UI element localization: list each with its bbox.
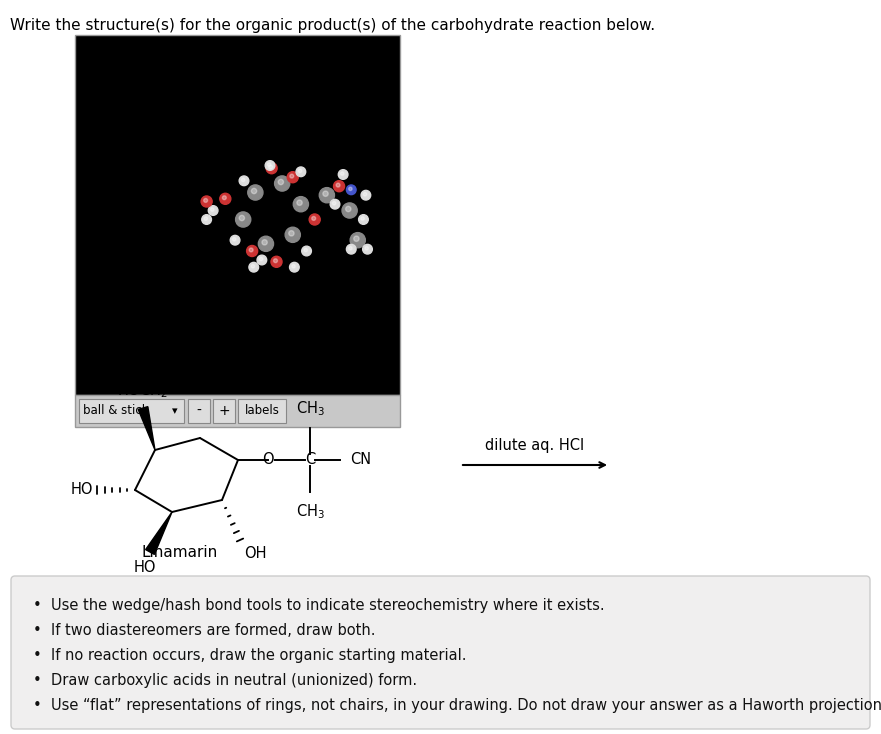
Circle shape	[297, 200, 302, 206]
Circle shape	[363, 244, 373, 254]
Circle shape	[211, 208, 214, 211]
Circle shape	[235, 212, 251, 227]
Circle shape	[359, 214, 368, 225]
Circle shape	[293, 197, 308, 212]
Circle shape	[258, 236, 273, 252]
Circle shape	[341, 172, 344, 175]
Circle shape	[266, 163, 278, 174]
Circle shape	[287, 172, 299, 183]
Circle shape	[233, 238, 236, 241]
Bar	[213, 399, 235, 423]
Circle shape	[248, 185, 263, 200]
Text: ball & stick: ball & stick	[83, 404, 149, 418]
Circle shape	[271, 256, 282, 267]
Text: CN: CN	[350, 452, 371, 468]
Text: C: C	[305, 452, 315, 468]
Circle shape	[365, 247, 368, 250]
Text: ▾: ▾	[172, 406, 178, 416]
Text: •  If no reaction occurs, draw the organic starting material.: • If no reaction occurs, draw the organi…	[33, 648, 467, 663]
Text: -: -	[196, 404, 202, 418]
Circle shape	[337, 184, 340, 187]
Circle shape	[299, 169, 301, 172]
Circle shape	[361, 190, 371, 200]
Circle shape	[322, 191, 329, 197]
Circle shape	[247, 245, 257, 256]
Text: OH: OH	[244, 546, 266, 561]
Text: •  If two diastereomers are formed, draw both.: • If two diastereomers are formed, draw …	[33, 623, 375, 638]
Polygon shape	[138, 407, 155, 450]
Circle shape	[202, 214, 211, 225]
Circle shape	[219, 193, 231, 204]
Bar	[75, 35, 400, 395]
Bar	[188, 399, 210, 423]
Circle shape	[262, 239, 267, 245]
Circle shape	[241, 178, 245, 181]
Text: +: +	[218, 404, 230, 418]
Circle shape	[259, 258, 263, 261]
Circle shape	[249, 262, 259, 272]
Circle shape	[268, 163, 270, 167]
Text: CH$_3$: CH$_3$	[295, 399, 324, 418]
Circle shape	[330, 200, 340, 209]
Circle shape	[275, 176, 290, 191]
Text: O: O	[263, 452, 274, 468]
Bar	[75, 395, 400, 427]
Text: Write the structure(s) for the organic product(s) of the carbohydrate reaction b: Write the structure(s) for the organic p…	[10, 18, 655, 33]
Polygon shape	[145, 512, 172, 554]
Circle shape	[204, 217, 208, 220]
Circle shape	[290, 262, 300, 272]
Circle shape	[274, 259, 278, 263]
Text: •  Draw carboxylic acids in neutral (unionized) form.: • Draw carboxylic acids in neutral (unio…	[33, 673, 417, 688]
Circle shape	[363, 192, 366, 196]
Circle shape	[332, 202, 336, 205]
Circle shape	[350, 233, 366, 248]
Text: labels: labels	[245, 404, 279, 418]
Circle shape	[349, 247, 352, 250]
Circle shape	[292, 264, 295, 268]
Circle shape	[319, 188, 335, 203]
Text: CH$_3$: CH$_3$	[295, 502, 324, 520]
Circle shape	[251, 264, 255, 268]
Circle shape	[349, 187, 352, 191]
Circle shape	[338, 170, 348, 179]
Circle shape	[346, 244, 356, 254]
Text: •  Use the wedge/hash bond tools to indicate stereochemistry where it exists.: • Use the wedge/hash bond tools to indic…	[33, 598, 604, 613]
Circle shape	[346, 185, 356, 195]
Circle shape	[208, 206, 218, 215]
Circle shape	[249, 248, 253, 252]
Circle shape	[289, 230, 294, 236]
Circle shape	[257, 255, 267, 265]
Circle shape	[301, 246, 311, 256]
Circle shape	[201, 196, 212, 207]
Bar	[238, 399, 286, 423]
Circle shape	[290, 174, 293, 178]
Circle shape	[251, 189, 256, 194]
Circle shape	[285, 228, 300, 242]
Circle shape	[230, 236, 240, 245]
Circle shape	[312, 217, 315, 220]
Circle shape	[239, 215, 245, 221]
Circle shape	[278, 179, 284, 185]
Text: dilute aq. HCl: dilute aq. HCl	[485, 438, 585, 453]
Circle shape	[239, 176, 248, 186]
Bar	[79, 399, 184, 423]
Circle shape	[342, 203, 357, 218]
Circle shape	[269, 165, 272, 169]
Circle shape	[222, 196, 226, 200]
Circle shape	[334, 181, 344, 192]
Circle shape	[304, 248, 307, 252]
Circle shape	[204, 198, 208, 203]
Text: HO: HO	[70, 482, 93, 498]
Text: •  Use “flat” representations of rings, not chairs, in your drawing. Do not draw: • Use “flat” representations of rings, n…	[33, 698, 881, 713]
Circle shape	[309, 214, 320, 225]
Circle shape	[354, 236, 359, 241]
FancyBboxPatch shape	[11, 576, 870, 729]
Text: HOCH$_2$: HOCH$_2$	[117, 381, 168, 400]
Circle shape	[265, 161, 275, 170]
Circle shape	[345, 206, 351, 211]
Text: Linamarin: Linamarin	[142, 545, 218, 560]
Circle shape	[361, 217, 364, 220]
Text: HO: HO	[134, 560, 156, 575]
Circle shape	[296, 167, 306, 177]
